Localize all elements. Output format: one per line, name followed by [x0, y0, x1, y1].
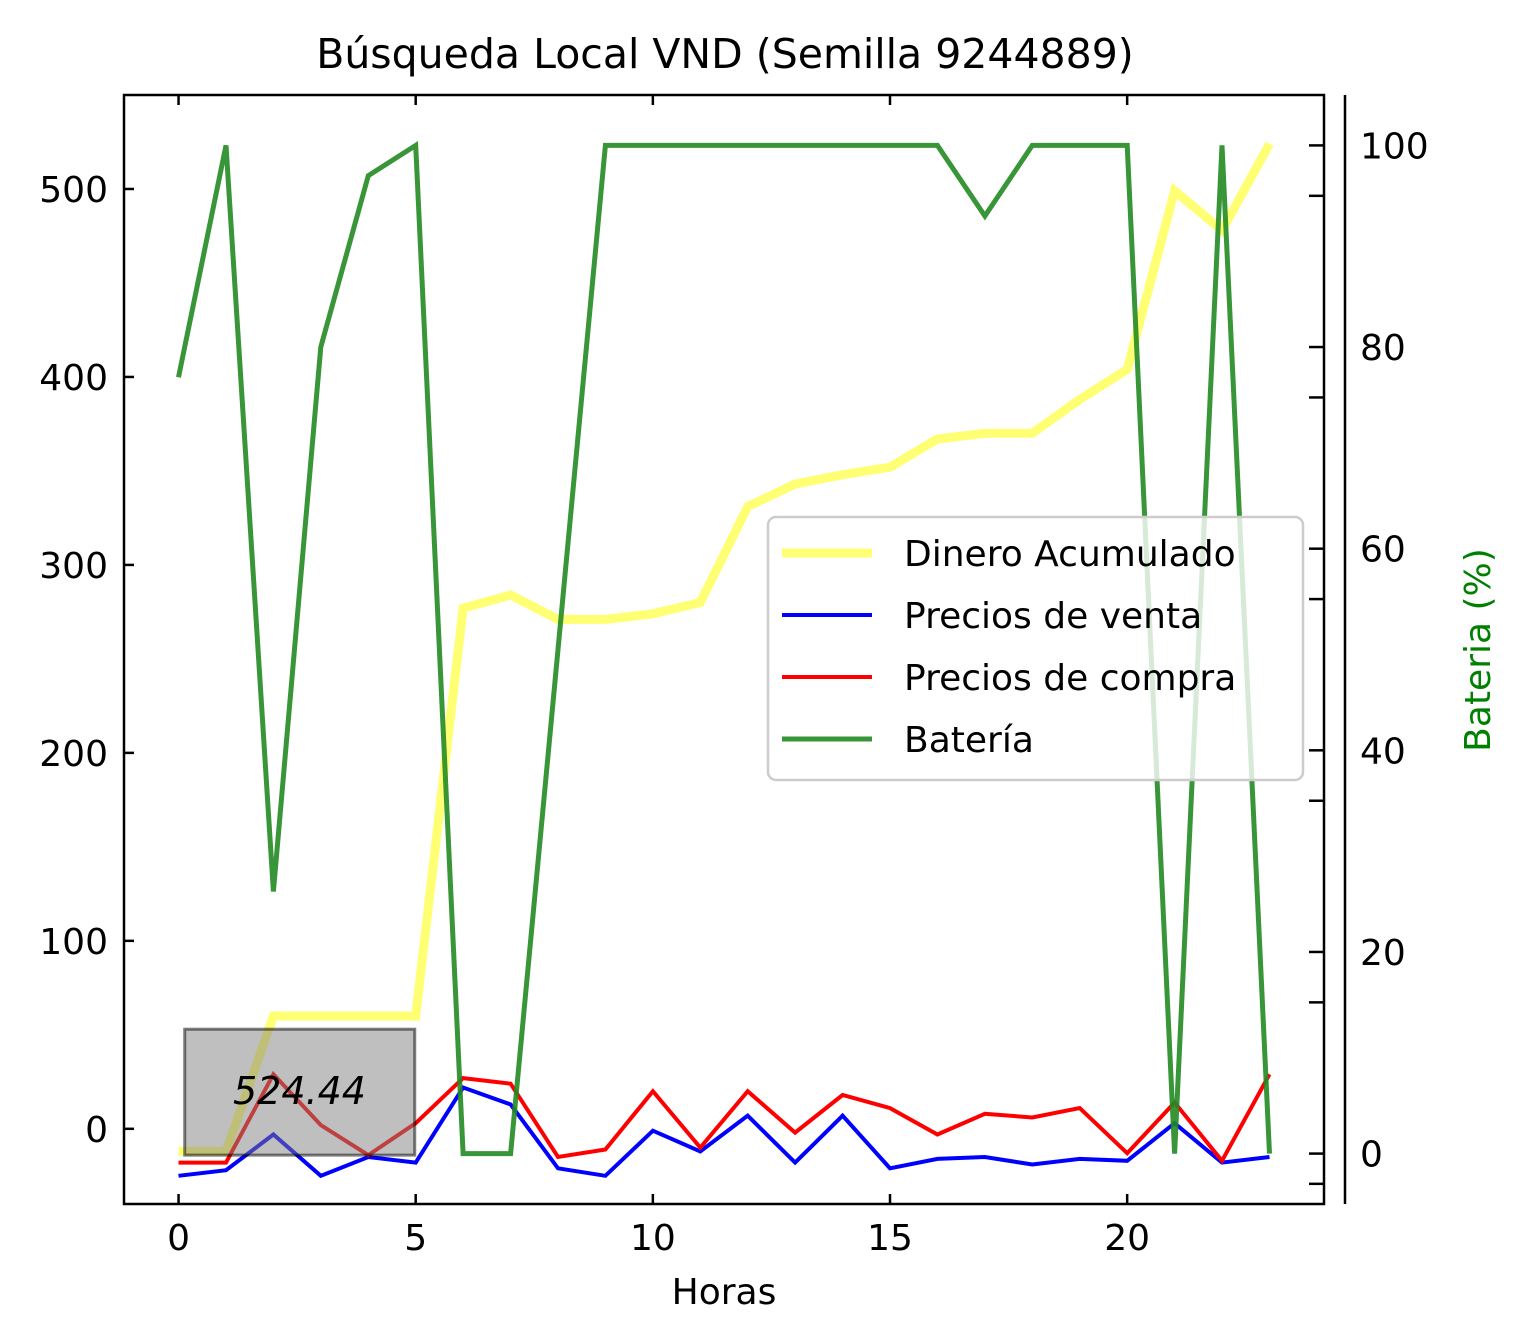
y2-tick-label: 100 [1360, 126, 1429, 167]
y-axis: 0 100 200 300 400 500 [39, 170, 134, 1151]
y-tick-label: 0 [85, 1110, 108, 1151]
x-tick-label: 15 [867, 1218, 913, 1259]
y2-tick-label: 0 [1360, 1135, 1383, 1176]
legend-label: Dinero Acumulado [904, 534, 1236, 575]
y2-tick-label: 40 [1360, 731, 1406, 772]
annotation-box [183, 1027, 417, 1157]
legend-label: Precios de venta [904, 596, 1202, 637]
y2-axis: 0 20 40 60 80 100 [1309, 95, 1429, 1204]
x-tick-label: 10 [630, 1218, 676, 1259]
y2-tick-label: 80 [1360, 328, 1406, 369]
x-tick-label: 5 [404, 1218, 427, 1259]
annotation-value: 524.44 [233, 1069, 366, 1113]
y2-axis-label: Bateria (%) [1458, 548, 1499, 752]
y-tick-label: 100 [39, 922, 108, 963]
y-tick-label: 200 [39, 734, 108, 775]
legend: Dinero Acumulado Precios de venta Precios … [766, 515, 1305, 782]
series-line-4 [176, 140, 1272, 1157]
series-line-2 [178, 1085, 1270, 1179]
annotation: 524.44 [183, 1027, 417, 1157]
y2-tick-label: 20 [1360, 933, 1406, 974]
x-tick-label: 0 [167, 1218, 190, 1259]
x-tick-label: 20 [1104, 1218, 1150, 1259]
chart-title: Búsqueda Local VND (Semilla 9244889) [316, 30, 1134, 78]
legend-label: Precios de compra [904, 658, 1236, 699]
y-tick-label: 300 [39, 546, 108, 587]
series-line-1 [178, 141, 1274, 1156]
x-axis: 0 5 10 15 20 [167, 95, 1150, 1259]
legend-box [766, 515, 1305, 782]
legend-label: Batería [904, 720, 1034, 761]
x-axis-label: Horas [672, 1272, 777, 1313]
plot-frame [122, 93, 1326, 1206]
y-tick-label: 400 [39, 358, 108, 399]
y2-tick-label: 60 [1360, 530, 1406, 571]
y-tick-label: 500 [39, 170, 108, 211]
